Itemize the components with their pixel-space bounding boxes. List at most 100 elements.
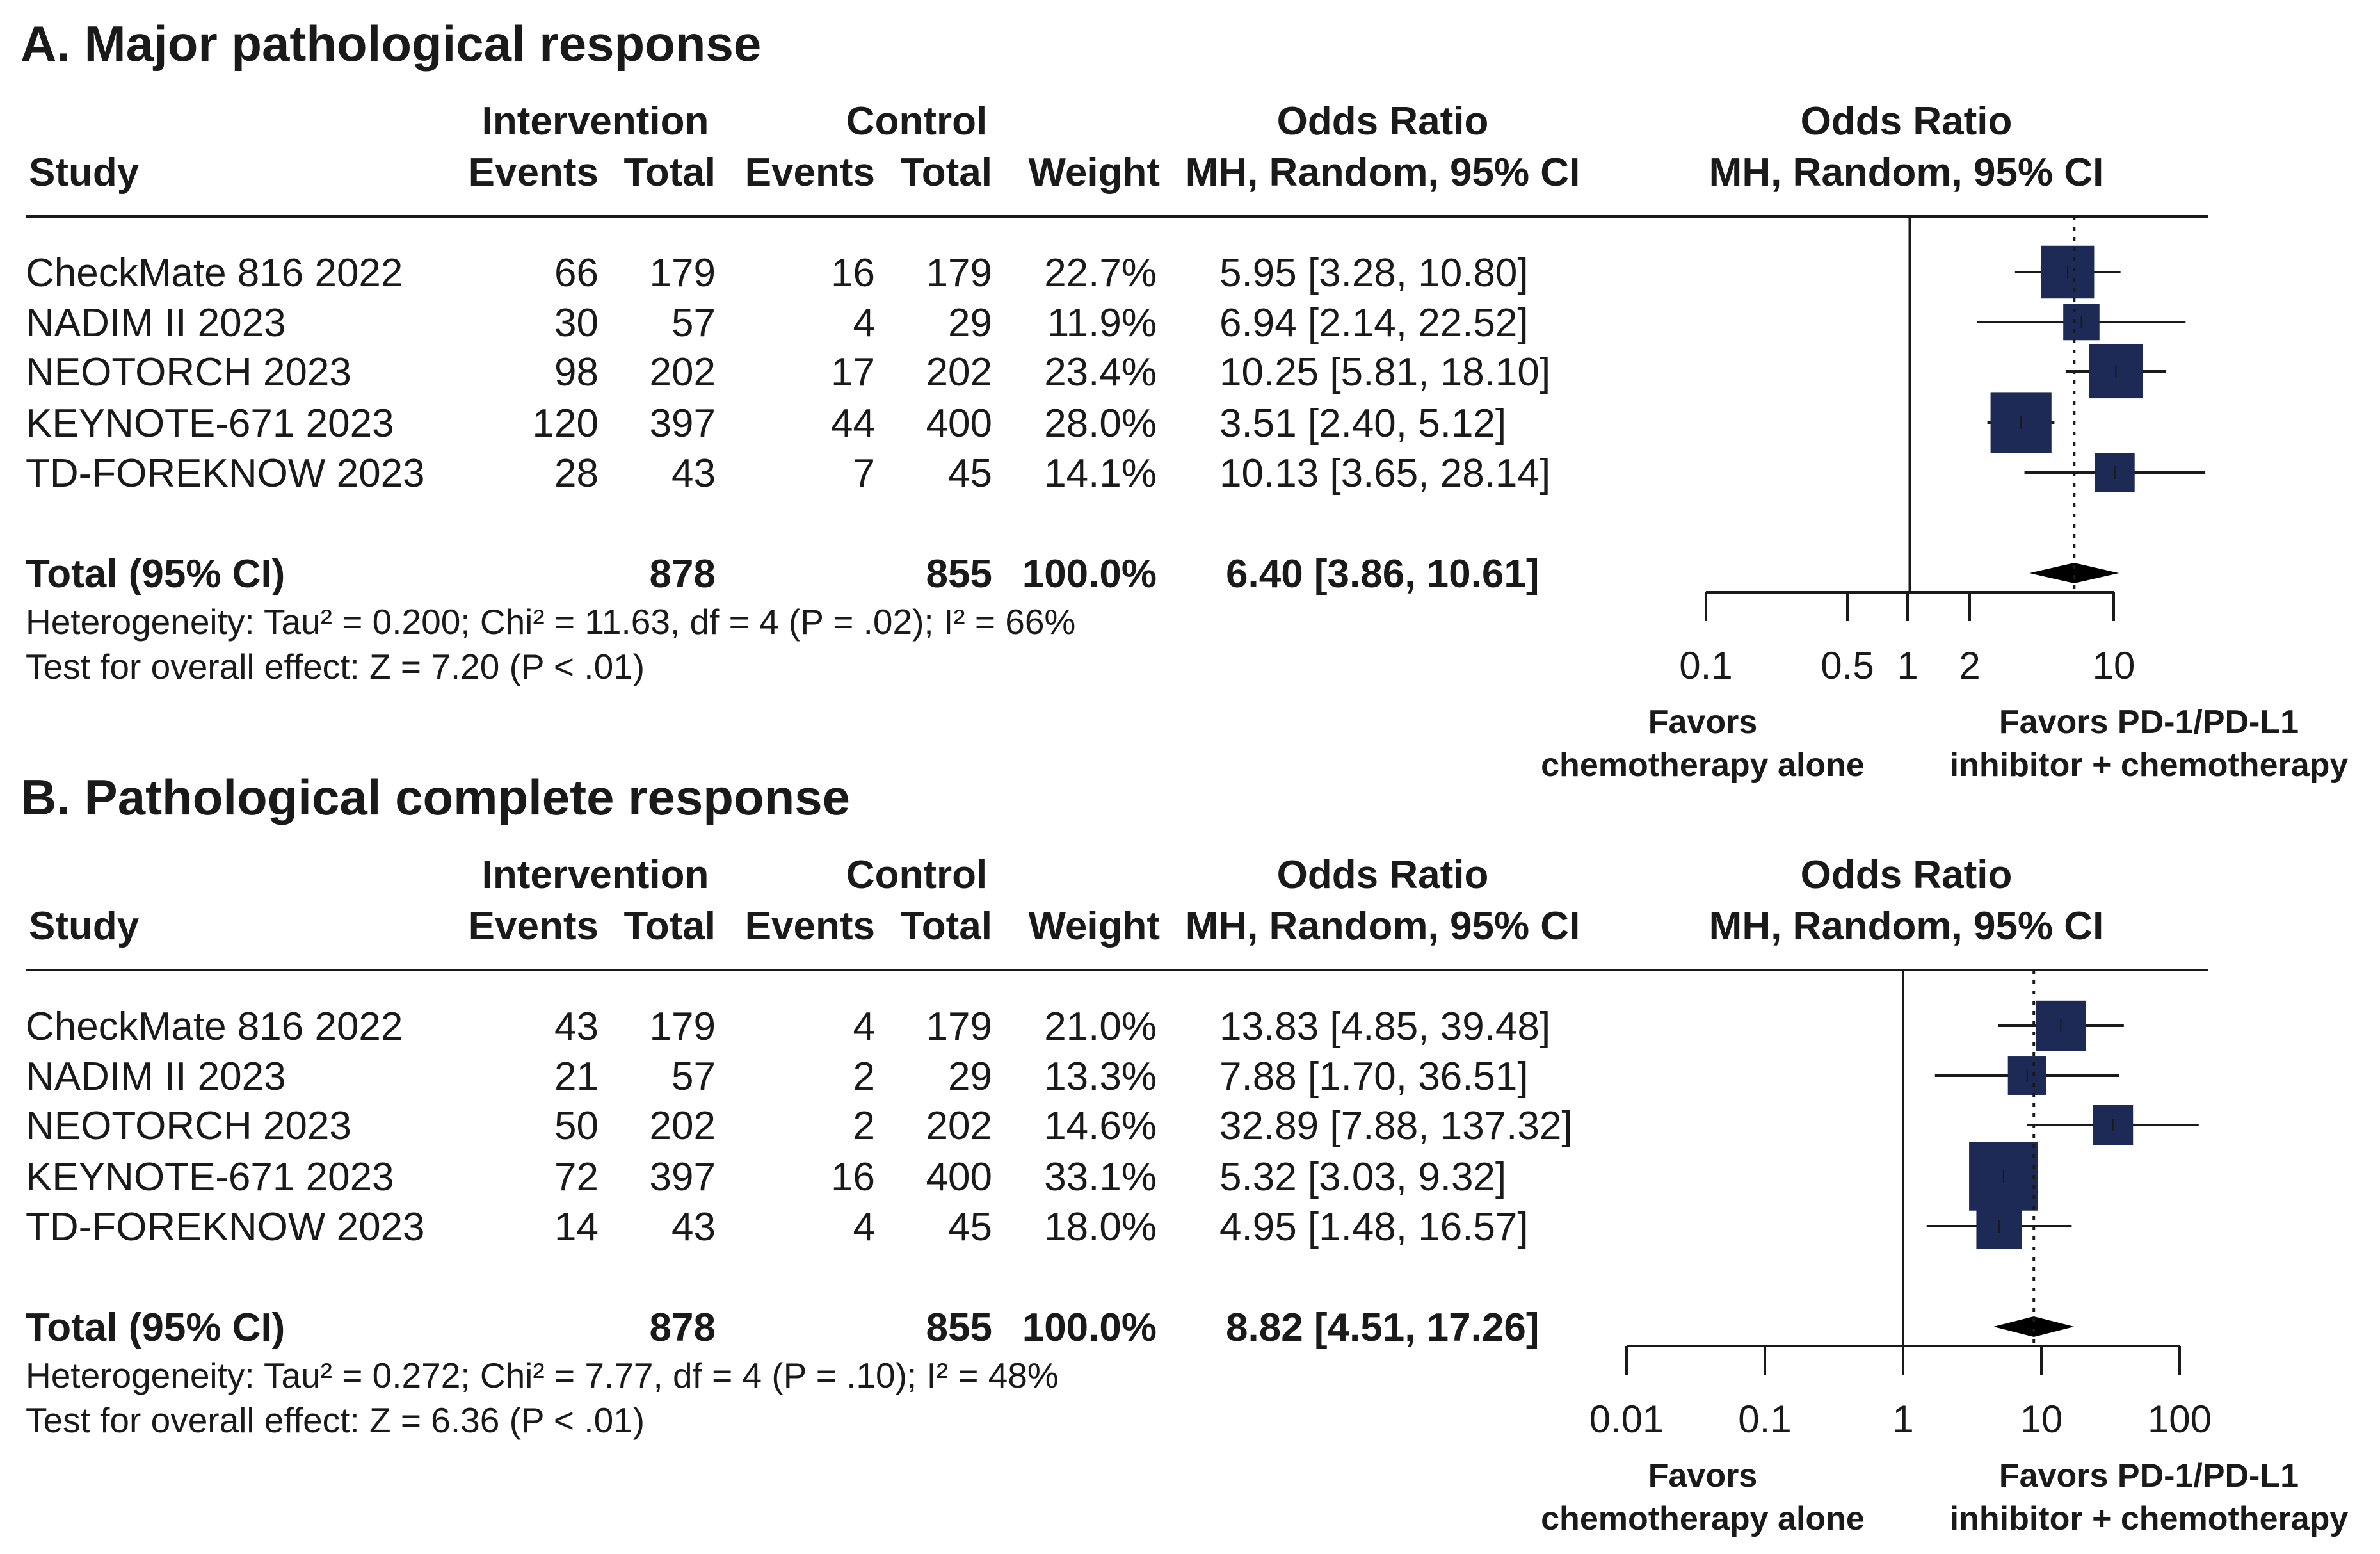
int-total: 57 (671, 1055, 716, 1099)
study-name: KEYNOTE-671 2023 (26, 1155, 394, 1199)
x-tick-label: 10 (2093, 644, 2135, 687)
heterogeneity-text: Heterogeneity: Tau² = 0.200; Chi² = 11.6… (26, 602, 1075, 642)
study-name: TD-FOREKNOW 2023 (26, 1205, 425, 1249)
study-name: NADIM II 2023 (26, 301, 286, 345)
panel-title: A. Major pathological response (20, 15, 761, 72)
x-tick-label: 0.1 (1679, 644, 1732, 687)
int-total: 43 (671, 451, 716, 496)
ctl-events: 2 (853, 1104, 875, 1148)
or-ci-value: 6.94 [2.14, 22.52] (1219, 301, 1529, 345)
overall-effect-text: Test for overall effect: Z = 6.36 (P < .… (26, 1400, 645, 1440)
ctl-total: 202 (926, 1104, 992, 1148)
heterogeneity-text: Heterogeneity: Tau² = 0.272; Chi² = 7.77… (26, 1356, 1059, 1395)
ctl-events: 4 (853, 1205, 875, 1249)
x-tick-label: 2 (1959, 644, 1980, 687)
int-events: 72 (554, 1155, 599, 1199)
or-ci-value: 5.95 [3.28, 10.80] (1219, 251, 1529, 295)
ctl-total: 179 (926, 251, 992, 295)
study-name: TD-FOREKNOW 2023 (26, 451, 425, 496)
weight-value: 23.4% (1044, 350, 1157, 394)
int-events: 28 (554, 451, 599, 496)
header-control: Control (846, 853, 987, 897)
panel-title: B. Pathological complete response (20, 769, 850, 825)
int-total: 202 (650, 1104, 716, 1148)
int-total: 397 (650, 401, 716, 446)
ctl-total: 400 (926, 1155, 992, 1199)
or-ci-value: 7.88 [1.70, 36.51] (1219, 1055, 1529, 1099)
header-ctl-events: Events (745, 150, 875, 195)
x-tick-label: 10 (2020, 1398, 2063, 1441)
or-ci-value: 13.83 [4.85, 39.48] (1219, 1005, 1550, 1049)
total-label: Total (95% CI) (26, 1306, 285, 1350)
ctl-total: 202 (926, 350, 992, 394)
header-ctl-total: Total (901, 150, 993, 195)
favors-right-line2: inhibitor + chemotherapy (1950, 747, 2349, 784)
or-ci-value: 10.25 [5.81, 18.10] (1219, 350, 1550, 394)
ctl-total: 45 (948, 1205, 992, 1249)
int-events: 120 (533, 401, 599, 446)
favors-right-line2: inhibitor + chemotherapy (1950, 1500, 2349, 1537)
weight-value: 18.0% (1044, 1205, 1157, 1249)
weight-value: 28.0% (1044, 401, 1157, 446)
header-or-title: Odds Ratio (1277, 99, 1489, 143)
ctl-events: 17 (831, 350, 875, 394)
weight-value: 21.0% (1044, 1005, 1157, 1049)
or-ci-value: 5.32 [3.03, 9.32] (1219, 1155, 1506, 1199)
header-int-events: Events (469, 150, 599, 195)
study-name: CheckMate 816 2022 (26, 1005, 403, 1049)
favors-left-line2: chemotherapy alone (1541, 1500, 1865, 1537)
header-plot-method: MH, Random, 95% CI (1709, 904, 2104, 948)
header-intervention: Intervention (482, 853, 709, 897)
ctl-total: 29 (948, 1055, 992, 1099)
header-plot-title: Odds Ratio (1801, 853, 2013, 897)
ctl-total: 45 (948, 451, 992, 496)
header-int-total: Total (624, 150, 716, 195)
study-name: NEOTORCH 2023 (26, 1104, 351, 1148)
header-or-method: MH, Random, 95% CI (1186, 904, 1580, 948)
ctl-events: 7 (853, 451, 875, 496)
x-tick-label: 100 (2148, 1398, 2212, 1441)
total-weight: 100.0% (1022, 552, 1157, 596)
x-tick-label: 0.5 (1821, 644, 1874, 687)
header-or-method: MH, Random, 95% CI (1186, 150, 1580, 195)
total-or-ci: 8.82 [4.51, 17.26] (1226, 1306, 1539, 1350)
int-events: 50 (554, 1104, 599, 1148)
int-events: 21 (554, 1055, 599, 1099)
header-int-events: Events (469, 904, 599, 948)
header-weight: Weight (1029, 904, 1161, 948)
summary-diamond (2029, 563, 2119, 583)
int-total: 43 (671, 1205, 716, 1249)
int-events: 66 (554, 251, 599, 295)
int-events: 14 (554, 1205, 599, 1249)
or-ci-value: 10.13 [3.65, 28.14] (1219, 451, 1550, 496)
total-ctl: 855 (926, 1306, 992, 1350)
ctl-events: 4 (853, 1005, 875, 1049)
total-label: Total (95% CI) (26, 552, 285, 596)
total-or-ci: 6.40 [3.86, 10.61] (1226, 552, 1539, 596)
weight-value: 14.6% (1044, 1104, 1157, 1148)
int-total: 179 (650, 1005, 716, 1049)
x-tick-label: 0.1 (1738, 1398, 1791, 1441)
favors-left-line2: chemotherapy alone (1541, 747, 1865, 784)
total-int: 878 (650, 1306, 716, 1350)
weight-value: 14.1% (1044, 451, 1157, 496)
header-control: Control (846, 99, 987, 143)
favors-left-line1: Favors (1648, 1457, 1758, 1494)
int-total: 179 (650, 251, 716, 295)
weight-value: 13.3% (1044, 1055, 1157, 1099)
study-name: NEOTORCH 2023 (26, 350, 351, 394)
header-ctl-total: Total (901, 904, 993, 948)
ctl-total: 179 (926, 1005, 992, 1049)
header-ctl-events: Events (745, 904, 875, 948)
ctl-events: 44 (831, 401, 875, 446)
or-ci-value: 32.89 [7.88, 137.32] (1219, 1104, 1573, 1148)
header-plot-title: Odds Ratio (1801, 99, 2013, 143)
ctl-events: 4 (853, 301, 875, 345)
ctl-events: 16 (831, 1155, 875, 1199)
header-int-total: Total (624, 904, 716, 948)
int-events: 43 (554, 1005, 599, 1049)
int-total: 202 (650, 350, 716, 394)
x-tick-label: 0.01 (1589, 1398, 1664, 1441)
ctl-events: 16 (831, 251, 875, 295)
header-study: Study (29, 904, 140, 948)
